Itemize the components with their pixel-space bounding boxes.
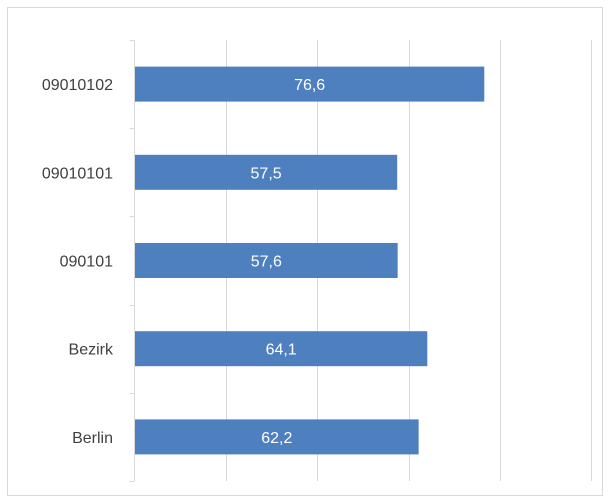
- data-label: 57,6: [251, 254, 282, 271]
- category-label: Bezirk: [69, 342, 114, 359]
- bar: [135, 331, 428, 367]
- bars: [135, 66, 485, 455]
- data-label: 62,2: [261, 430, 292, 447]
- category-label: 09010101: [42, 165, 113, 182]
- data-label: 57,5: [251, 165, 282, 182]
- data-label: 64,1: [266, 342, 297, 359]
- category-label: 09010102: [42, 77, 113, 94]
- category-label: 090101: [60, 254, 113, 271]
- data-labels: 76,6 57,5 57,6 64,1 62,2: [251, 77, 326, 447]
- bar: [135, 243, 398, 278]
- bar: [135, 154, 398, 190]
- category-label: Berlin: [72, 430, 113, 447]
- data-label: 76,6: [294, 77, 325, 94]
- category-axis: [129, 40, 135, 482]
- category-labels: 09010102 09010101 090101 Bezirk Berlin: [42, 77, 114, 447]
- bar: [135, 419, 419, 455]
- bar: [135, 66, 485, 102]
